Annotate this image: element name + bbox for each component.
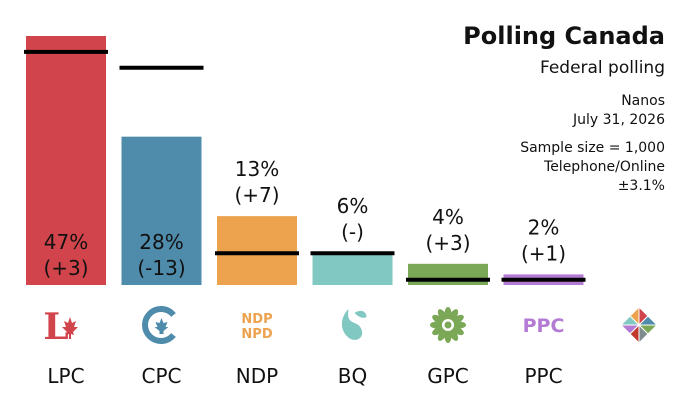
bars-group: 47%(+3)28%(-13)13%(+7) 6%(-)4%(+3)2%(+1) xyxy=(24,36,586,285)
category-label-ppc: PPC xyxy=(524,364,562,388)
bar-lpc xyxy=(26,36,106,285)
ppc-logo-icon: PPC xyxy=(523,315,565,337)
gpc-logo-icon xyxy=(430,307,466,343)
svg-text:PPC: PPC xyxy=(523,315,565,337)
poll-details: Nanos July 31, 2026 xyxy=(573,92,665,130)
category-label-gpc: GPC xyxy=(427,364,469,388)
change-label-lpc: (+3) xyxy=(43,256,88,280)
value-label-bq: 6% xyxy=(337,194,369,218)
change-label-bq: (-) xyxy=(341,220,364,244)
poll-method: Sample size = 1,000 Telephone/Online ±3.… xyxy=(520,139,665,196)
sample-size: Sample size = 1,000 xyxy=(520,140,665,156)
svg-text:NDP: NDP xyxy=(241,312,272,327)
chart-title: Polling Canada xyxy=(463,22,665,50)
bar-ndp xyxy=(217,216,297,285)
lpc-logo-icon: L xyxy=(43,306,78,348)
value-label-ppc: 2% xyxy=(528,215,560,239)
survey-mode: Telephone/Online xyxy=(544,159,665,175)
bar-bq xyxy=(312,253,393,285)
bar-cpc xyxy=(121,136,202,285)
poll-date: July 31, 2026 xyxy=(573,112,665,128)
change-label-cpc: (-13) xyxy=(137,256,185,280)
category-label-cpc: CPC xyxy=(142,364,182,388)
pollster-name: Nanos xyxy=(621,93,665,109)
others-logo-segment xyxy=(629,323,640,345)
cpc-logo-icon xyxy=(142,306,176,344)
change-label-ndp: (+7) xyxy=(234,183,279,207)
value-label-cpc: 28% xyxy=(139,230,183,254)
value-label-ndp: 13% xyxy=(235,157,279,181)
svg-text:NPD: NPD xyxy=(241,327,272,342)
bq-logo-icon xyxy=(341,309,367,340)
category-label-lpc: LPC xyxy=(47,364,84,388)
change-label-ppc: (+1) xyxy=(521,241,566,265)
margin-of-error: ±3.1% xyxy=(617,178,665,194)
change-label-gpc: (+3) xyxy=(425,231,470,255)
others-logo xyxy=(619,305,659,345)
category-label-ndp: NDP xyxy=(236,364,278,388)
value-label-lpc: 47% xyxy=(44,230,88,254)
category-label-bq: BQ xyxy=(338,364,367,388)
bar-gpc xyxy=(408,263,488,285)
value-label-gpc: 4% xyxy=(432,205,464,229)
chart-subtitle: Federal polling xyxy=(539,58,665,78)
